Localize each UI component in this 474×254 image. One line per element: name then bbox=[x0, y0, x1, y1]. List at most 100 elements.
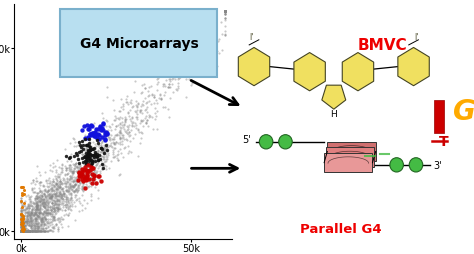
Point bbox=[94, 166, 101, 170]
Point bbox=[25, 212, 33, 216]
Point bbox=[51, 192, 59, 196]
Point bbox=[72, 183, 79, 187]
Point bbox=[57, 187, 64, 192]
Point bbox=[142, 108, 149, 113]
Point bbox=[82, 137, 90, 141]
Point bbox=[153, 110, 161, 114]
Point bbox=[52, 165, 59, 169]
Point bbox=[69, 185, 77, 189]
Point bbox=[82, 147, 90, 151]
Point bbox=[73, 179, 81, 183]
Point bbox=[102, 130, 109, 134]
Point bbox=[17, 229, 25, 233]
Point bbox=[27, 217, 35, 221]
Point bbox=[53, 200, 60, 204]
Point bbox=[49, 179, 56, 183]
Point bbox=[26, 218, 33, 223]
Point bbox=[19, 216, 27, 220]
Point bbox=[51, 210, 59, 214]
Point bbox=[36, 197, 43, 201]
Point bbox=[64, 200, 72, 204]
Point bbox=[24, 202, 32, 206]
Point bbox=[36, 229, 44, 233]
Point bbox=[94, 141, 101, 146]
Point bbox=[17, 220, 25, 224]
Point bbox=[27, 198, 34, 202]
Point bbox=[33, 219, 40, 223]
Point bbox=[83, 144, 91, 148]
Point bbox=[71, 184, 78, 188]
Point bbox=[50, 203, 58, 208]
Point bbox=[170, 50, 178, 54]
Point bbox=[17, 225, 25, 229]
Point bbox=[36, 188, 44, 193]
Point bbox=[102, 154, 110, 158]
Point bbox=[46, 212, 54, 216]
Point bbox=[75, 174, 83, 179]
Point bbox=[18, 213, 26, 217]
Point bbox=[41, 229, 48, 233]
Text: I': I' bbox=[414, 33, 418, 42]
Point bbox=[222, 10, 229, 14]
Point bbox=[25, 213, 32, 217]
Point bbox=[86, 181, 94, 185]
Point bbox=[26, 229, 34, 233]
Point bbox=[63, 166, 71, 170]
Point bbox=[42, 208, 49, 212]
Point bbox=[90, 131, 98, 135]
Point bbox=[44, 209, 52, 213]
Point bbox=[29, 217, 37, 221]
Point bbox=[131, 121, 139, 125]
Point bbox=[57, 166, 64, 170]
Point bbox=[114, 133, 121, 137]
Point bbox=[95, 134, 103, 138]
Point bbox=[22, 219, 30, 224]
Point bbox=[85, 145, 93, 149]
Point bbox=[65, 189, 73, 194]
Point bbox=[76, 174, 84, 178]
Point bbox=[222, 10, 229, 14]
Point bbox=[79, 174, 86, 178]
Point bbox=[25, 206, 33, 210]
Point bbox=[38, 216, 46, 220]
Point bbox=[66, 197, 73, 201]
Point bbox=[91, 152, 99, 156]
Point bbox=[45, 196, 53, 200]
Point bbox=[44, 199, 51, 203]
Point bbox=[182, 78, 190, 82]
Point bbox=[174, 78, 182, 82]
Point bbox=[166, 85, 173, 89]
Point bbox=[45, 221, 53, 225]
Point bbox=[27, 225, 34, 229]
Point bbox=[63, 178, 71, 182]
Point bbox=[48, 194, 56, 198]
Point bbox=[72, 176, 80, 180]
Point bbox=[24, 209, 31, 213]
Point bbox=[48, 201, 55, 205]
Point bbox=[65, 187, 73, 191]
Point bbox=[35, 211, 42, 215]
Point bbox=[19, 217, 27, 221]
Point bbox=[31, 227, 38, 231]
Point bbox=[28, 209, 36, 213]
Point bbox=[85, 152, 92, 156]
Point bbox=[148, 116, 156, 120]
Point bbox=[86, 169, 94, 173]
Point bbox=[48, 193, 55, 197]
Point bbox=[56, 194, 64, 198]
Point bbox=[44, 195, 51, 199]
Point bbox=[144, 90, 152, 94]
Point bbox=[53, 208, 61, 212]
Point bbox=[88, 173, 95, 177]
Point bbox=[76, 150, 83, 154]
Point bbox=[17, 229, 25, 233]
Point bbox=[50, 185, 57, 189]
Point bbox=[82, 154, 89, 158]
Point bbox=[43, 199, 50, 203]
Point bbox=[92, 159, 100, 163]
Point bbox=[43, 211, 51, 215]
Circle shape bbox=[279, 135, 292, 149]
Point bbox=[44, 225, 52, 229]
Point bbox=[84, 151, 92, 155]
Point bbox=[24, 229, 31, 233]
